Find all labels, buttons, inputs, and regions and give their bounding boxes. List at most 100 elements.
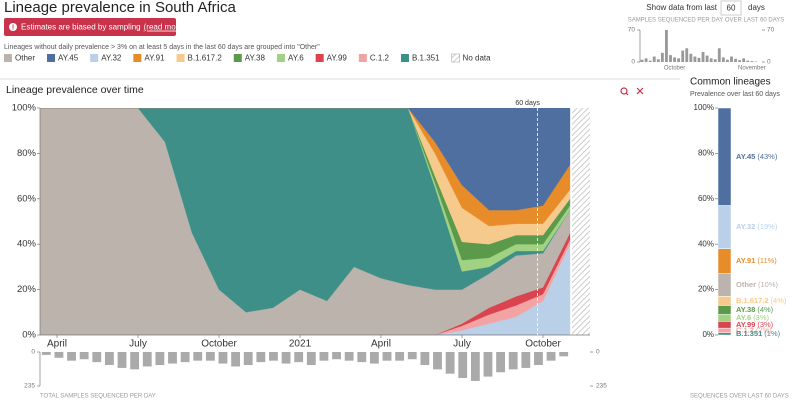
lineage-value-label: (3%): [757, 320, 773, 329]
y-tick-label: 0%: [22, 330, 36, 341]
y-tick-label-right: 0: [596, 349, 600, 356]
legend-label: Other: [15, 54, 35, 63]
sample-bar: [742, 58, 746, 62]
sample-bar: [705, 55, 709, 62]
notice-icon: [9, 23, 17, 31]
legend-swatch: [358, 54, 367, 62]
lineage-value-label: (19%): [757, 222, 778, 231]
sample-bar: [673, 57, 676, 62]
legend-label: C.1.2: [370, 54, 390, 63]
x-tick-label: July: [129, 339, 147, 350]
y-tick-label: 100%: [12, 103, 37, 114]
sample-bar: [445, 352, 455, 374]
sample-bar: [681, 50, 685, 62]
sample-bar: [231, 352, 241, 367]
sample-bar: [395, 352, 405, 361]
notice-link[interactable]: (read more): [144, 23, 186, 32]
range-input[interactable]: [720, 0, 742, 16]
y-tick-label: 100%: [694, 103, 714, 112]
x-tick-label: October: [525, 339, 561, 350]
legend-label: No data: [463, 54, 492, 63]
y-tick-label-right: 70: [767, 27, 775, 34]
area-ay-32: [40, 244, 571, 335]
sample-bar: [256, 352, 266, 363]
reset-icon[interactable]: [636, 87, 644, 95]
sample-bar: [458, 352, 468, 379]
y-tick-label: 0: [631, 59, 635, 66]
sample-bar: [433, 352, 442, 370]
sample-bar: [281, 352, 291, 364]
sample-bar: [332, 352, 341, 360]
lineage-segment: [717, 332, 732, 336]
sample-bar: [652, 56, 656, 62]
sample-bar: [205, 352, 215, 361]
lineage-segment: [717, 321, 732, 329]
lineage-segment: [717, 314, 732, 322]
x-tick-label: October: [664, 66, 685, 72]
sample-bar: [750, 61, 754, 62]
x-tick-label: April: [47, 339, 67, 350]
sample-bar: [738, 60, 742, 62]
grouping-note: Lineages without daily prevalence > 3% o…: [4, 44, 320, 51]
lineage-name: AY.45: [736, 152, 755, 161]
lineage-segment: [717, 296, 732, 306]
sample-bar: [648, 60, 652, 62]
sample-bar: [218, 352, 228, 364]
sample-bar: [180, 352, 190, 363]
legend-label: AY.99: [327, 54, 348, 63]
lineage-name: AY.99: [736, 320, 755, 329]
sample-bar: [644, 58, 648, 62]
sample-bar: [117, 352, 127, 368]
notice-box: [4, 18, 176, 36]
y-tick-label: 80%: [17, 148, 37, 159]
legend-label: AY.45: [58, 54, 79, 63]
sample-bar: [734, 58, 737, 62]
page-title: Lineage prevalence in South Africa: [4, 0, 236, 16]
sample-bar: [269, 352, 278, 361]
area-ay-6: [40, 108, 571, 272]
notice-text: Estimates are biased by sampling: [21, 23, 141, 32]
y-tick-label: 60%: [698, 194, 714, 203]
lineage-value-label: (2%): [756, 325, 772, 334]
sample-bar: [559, 352, 569, 357]
area-ay-45: [40, 108, 571, 211]
lineage-value-label: (10%): [758, 280, 779, 289]
zoom-icon[interactable]: [620, 87, 629, 96]
sample-bar: [677, 58, 681, 62]
lineage-segment: [717, 273, 732, 297]
legend-swatch: [400, 54, 409, 62]
range-value[interactable]: 60: [727, 4, 736, 13]
sample-bar: [534, 352, 543, 366]
y-tick-label-right: 0: [767, 59, 771, 66]
lineage-segment: [717, 305, 732, 315]
legend-label: AY.38: [245, 54, 266, 63]
range-label: Show data from last: [646, 3, 717, 12]
sample-bar: [697, 57, 701, 62]
lineage-name: AY.38: [736, 305, 755, 314]
legend-swatch: [451, 53, 460, 63]
total-samples-chart: 0 0 235 235 TOTAL SAMPLES SEQUENCED PER DAY: [24, 349, 607, 400]
area-b-1-617-2: [40, 108, 571, 245]
sample-bar: [521, 352, 531, 368]
y-tick-label: 20%: [17, 284, 37, 295]
sample-bar: [193, 352, 203, 361]
sample-bar: [357, 352, 367, 363]
chart-title: Lineage prevalence over time: [6, 84, 144, 96]
chart-caption: SAMPLES SEQUENCED PER DAY OVER LAST 60 D…: [628, 18, 785, 24]
legend-swatch: [276, 54, 285, 62]
sample-bar: [717, 48, 721, 62]
legend-swatch: [233, 54, 242, 62]
legend-swatch: [47, 54, 56, 62]
sample-bar: [407, 352, 417, 360]
x-tick-label: April: [371, 339, 391, 350]
legend: Other AY.45 AY.32 AY.91 B.1.617.2 AY.38 AY.6 AY…: [4, 54, 491, 63]
sample-bar: [130, 352, 140, 370]
lineage-value-label: (4%): [771, 296, 787, 305]
area-ay-91: [40, 108, 571, 227]
sample-bar: [382, 352, 392, 361]
sample-bar: [730, 56, 733, 62]
sample-bar: [470, 352, 480, 381]
area-ay-99: [40, 232, 571, 335]
lineage-value-label: (4%): [757, 305, 773, 314]
legend-swatch: [4, 54, 12, 62]
